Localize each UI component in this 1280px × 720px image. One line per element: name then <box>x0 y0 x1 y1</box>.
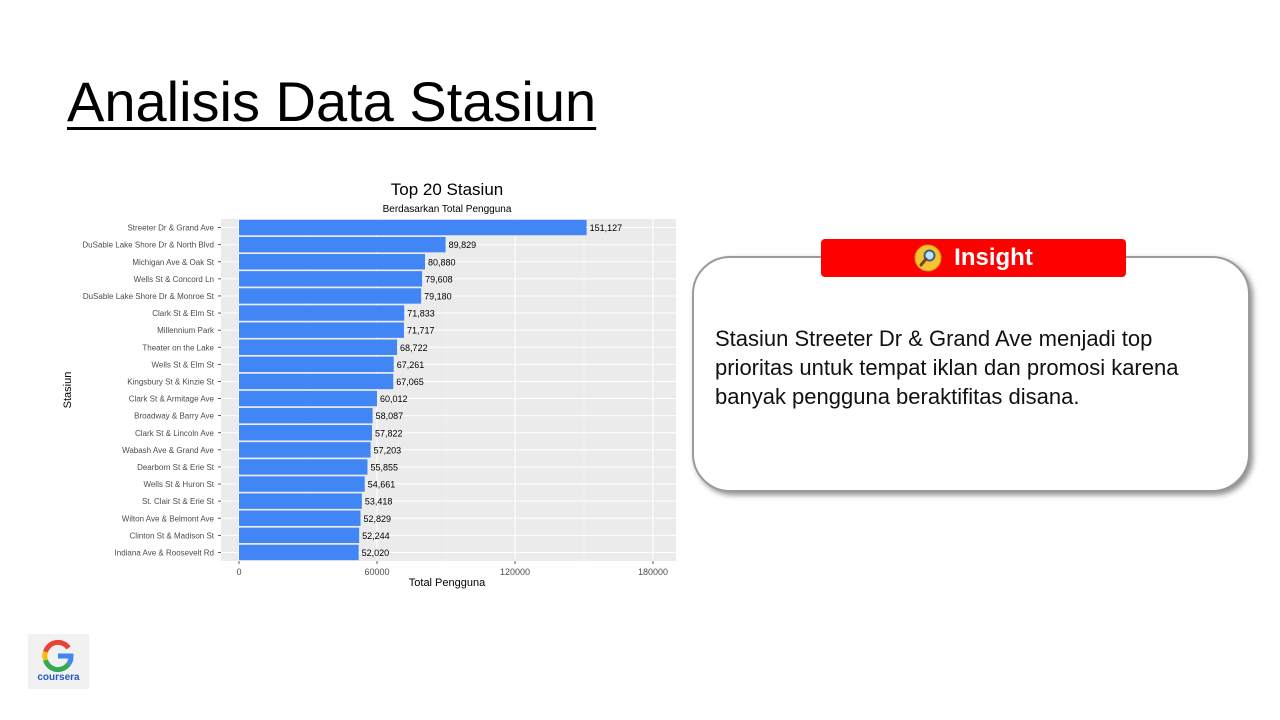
bar-value-label: 57,203 <box>374 445 402 455</box>
bar <box>239 254 426 270</box>
category-label: DuSable Lake Shore Dr & North Blvd <box>82 241 214 250</box>
bar <box>239 322 404 338</box>
category-label: Wells St & Concord Ln <box>134 275 214 284</box>
bar <box>239 373 394 390</box>
insight-badge: Insight <box>821 239 1126 277</box>
category-label: Wells St & Huron St <box>143 480 214 489</box>
bar-value-label: 52,020 <box>362 548 390 558</box>
bar <box>239 219 587 236</box>
category-label: Broadway & Barry Ave <box>134 412 214 421</box>
bar <box>239 493 362 509</box>
bar <box>239 288 422 304</box>
bar-value-label: 79,180 <box>424 291 452 301</box>
insight-box: Stasiun Streeter Dr & Grand Ave menjadi … <box>692 256 1250 492</box>
x-axis-label: Total Pengguna <box>409 577 486 589</box>
bar-value-label: 54,661 <box>368 480 396 490</box>
category-label: Millennium Park <box>157 326 215 335</box>
bar-value-label: 53,418 <box>365 497 393 507</box>
bar <box>239 527 360 544</box>
bar <box>239 544 359 561</box>
bar-value-label: 80,880 <box>428 257 456 267</box>
bar <box>239 390 378 407</box>
category-label: Michigan Ave & Oak St <box>132 258 214 267</box>
insight-label: Insight <box>954 244 1033 271</box>
category-label: Streeter Dr & Grand Ave <box>127 224 214 233</box>
bar <box>239 459 368 475</box>
category-label: Theater on the Lake <box>142 343 214 352</box>
bar <box>239 271 423 287</box>
slide-title: Analisis Data Stasiun <box>67 70 597 133</box>
bar-value-label: 60,012 <box>380 394 408 404</box>
bar-value-label: 52,829 <box>364 514 392 524</box>
logo-text: coursera <box>37 672 80 683</box>
magnifier-icon <box>914 244 942 272</box>
category-label: Wabash Ave & Grand Ave <box>122 446 214 455</box>
category-label: DuSable Lake Shore Dr & Monroe St <box>83 292 215 301</box>
bar-value-label: 89,829 <box>449 240 477 250</box>
bar-value-label: 52,244 <box>362 531 390 541</box>
category-label: Clark St & Armitage Ave <box>129 395 215 404</box>
bar <box>239 425 372 441</box>
category-label: Kingsbury St & Kinzie St <box>127 377 214 386</box>
category-label: Clark St & Elm St <box>152 309 215 318</box>
bar <box>239 510 361 526</box>
x-tick-label: 0 <box>236 567 241 577</box>
bar-value-label: 55,855 <box>370 462 398 472</box>
bar <box>239 356 394 373</box>
bar-value-label: 79,608 <box>425 274 453 284</box>
bar-value-label: 71,717 <box>407 326 435 336</box>
bar <box>239 476 365 492</box>
bar-value-label: 68,722 <box>400 343 428 353</box>
x-tick-label: 120000 <box>500 567 530 577</box>
bar <box>239 305 405 321</box>
category-label: St. Clair St & Erie St <box>142 497 215 506</box>
google-g-icon <box>42 639 74 673</box>
bar-value-label: 71,833 <box>407 309 435 319</box>
chart-title: Top 20 Stasiun <box>391 180 503 199</box>
plot-panel <box>221 219 676 561</box>
chart-subtitle: Berdasarkan Total Pengguna <box>383 204 512 215</box>
category-label: Wells St & Elm St <box>151 360 214 369</box>
bar-value-label: 67,065 <box>396 377 424 387</box>
bar-value-label: 67,261 <box>397 360 425 370</box>
x-tick-label: 60000 <box>364 567 389 577</box>
y-axis-label: Stasiun <box>62 372 74 409</box>
bar <box>239 339 398 355</box>
category-label: Indiana Ave & Roosevelt Rd <box>115 548 214 557</box>
insight-text: Stasiun Streeter Dr & Grand Ave menjadi … <box>715 326 1179 409</box>
bar <box>239 236 446 253</box>
bar <box>239 407 373 424</box>
category-label: Wilton Ave & Belmont Ave <box>122 514 215 523</box>
coursera-logo: coursera <box>28 634 89 689</box>
bar-value-label: 151,127 <box>590 223 623 233</box>
bar <box>239 442 371 458</box>
bar-value-label: 57,822 <box>375 428 403 438</box>
category-label: Dearborn St & Erie St <box>137 463 215 472</box>
category-label: Clinton St & Madison St <box>130 531 215 540</box>
bar-chart: Top 20 Stasiun Berdasarkan Total Penggun… <box>62 180 676 589</box>
bar-value-label: 58,087 <box>376 411 404 421</box>
category-label: Clark St & Lincoln Ave <box>135 429 215 438</box>
x-tick-label: 180000 <box>638 567 668 577</box>
